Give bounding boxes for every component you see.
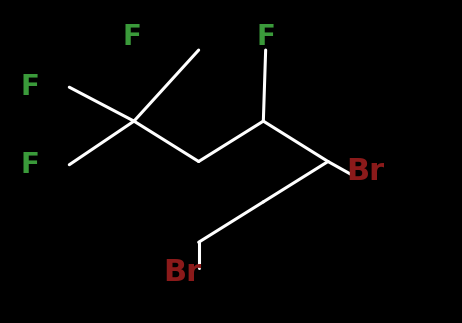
Text: F: F (21, 73, 39, 101)
Text: F: F (21, 151, 39, 179)
Text: Br: Br (164, 258, 201, 287)
Text: F: F (122, 23, 141, 51)
Text: F: F (256, 23, 275, 51)
Text: Br: Br (346, 157, 384, 186)
